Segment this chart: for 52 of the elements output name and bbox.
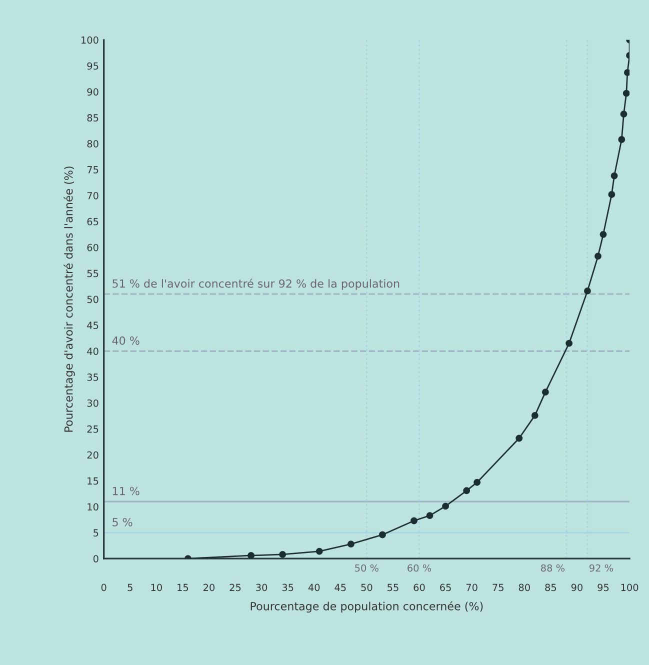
y-tick-label: 0	[93, 555, 98, 562]
x-tick-label: 30	[256, 584, 268, 592]
y-tick-label: 15	[88, 477, 98, 485]
y-tick-label: 30	[87, 399, 98, 407]
y-tick-label: 20	[87, 451, 98, 459]
y-tick-label: 85	[87, 114, 98, 122]
y-tick-label: 25	[87, 425, 98, 433]
x-tick-label: 40	[308, 584, 320, 592]
y-tick-label: 75	[87, 166, 98, 174]
x-tick-label: 70	[466, 584, 478, 592]
x-tick-label: 35	[282, 584, 294, 592]
x-tick-label: 65	[440, 584, 451, 592]
y-tick-label: 60	[87, 244, 98, 252]
y-tick-label: 35	[87, 374, 98, 381]
y-tick-label: 80	[87, 140, 98, 148]
y-tick-label: 65	[87, 218, 98, 226]
x-tick-label: 5	[128, 584, 132, 592]
y-tick-label: 55	[87, 270, 98, 278]
x-axis-title: Pourcentage de population concernée (%)	[250, 601, 483, 613]
x-tick-label: 90	[571, 584, 582, 592]
ref-line-label: 50 %	[355, 564, 378, 572]
x-tick-label: 45	[334, 584, 346, 592]
ref-line-label: 11 %	[112, 486, 140, 496]
x-tick-label: 25	[230, 584, 241, 592]
y-tick-label: 40	[87, 348, 98, 355]
x-tick-label: 55	[388, 584, 398, 592]
x-tick-label: 80	[518, 584, 530, 592]
y-tick-label: 90	[87, 88, 98, 96]
x-tick-label: 85	[545, 584, 556, 592]
ref-line-label: 5 %	[112, 518, 132, 526]
x-tick-label: 75	[492, 584, 504, 592]
y-tick-label: 70	[87, 192, 98, 200]
x-tick-label: 20	[204, 584, 215, 592]
ref-line-label: 60 %	[408, 564, 432, 572]
y-tick-label: 45	[87, 322, 98, 330]
ref-line-label: 40 %	[112, 336, 140, 345]
y-tick-label: 95	[87, 62, 98, 70]
y-tick-label: 5	[94, 529, 98, 536]
y-tick-label: 100	[81, 36, 98, 44]
ref-line-label: 51 % de l'avoir concentré sur 92 % de la population	[112, 278, 400, 290]
ref-line-label: 92 %	[589, 564, 614, 572]
x-tick-label: 95	[598, 584, 609, 592]
x-tick-label: 100	[621, 584, 638, 592]
y-tick-label: 50	[87, 296, 98, 304]
y-tick-label: 10	[88, 503, 98, 511]
x-tick-label: 0	[101, 584, 106, 592]
x-tick-label: 60	[414, 584, 425, 592]
x-tick-label: 10	[151, 584, 162, 592]
x-tick-label: 50	[361, 584, 372, 592]
y-axis-title: Pourcentage d'avoir concentré dans l'année (%)	[64, 166, 75, 432]
x-tick-label: 15	[178, 584, 188, 592]
ref-line-label: 88 %	[541, 564, 565, 572]
